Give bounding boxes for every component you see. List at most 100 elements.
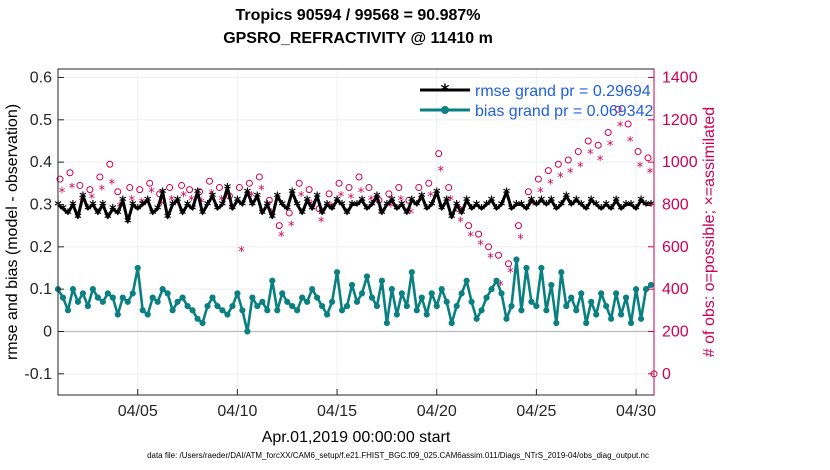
bias-point (204, 302, 211, 310)
rmse-point: * (498, 198, 506, 214)
bias-point (642, 286, 650, 293)
bias-point (383, 319, 390, 327)
bias-point (428, 290, 435, 297)
bias-point (328, 298, 336, 305)
y-right-tick-label: 800 (662, 196, 689, 213)
rmse-point: * (204, 198, 212, 214)
obs-assimilated-marker: * (278, 230, 285, 245)
obs-possible-marker (345, 184, 353, 192)
rmse-point: * (418, 190, 426, 206)
obs-assimilated-marker: * (59, 186, 66, 201)
bias-point (199, 319, 206, 327)
obs-possible-marker (514, 222, 522, 230)
rmse-point: * (139, 198, 147, 214)
obs-assimilated-marker: * (338, 190, 345, 205)
rmse-point: * (259, 207, 267, 223)
rmse-point: * (179, 207, 187, 223)
rmse-point: * (134, 203, 142, 219)
bias-point (99, 298, 106, 305)
obs-possible-marker (235, 184, 243, 192)
rmse-point: * (373, 190, 381, 206)
bias-point (473, 315, 480, 322)
obs-possible-marker (215, 184, 223, 192)
rmse-point: * (119, 194, 127, 210)
y-left-tick-label: 0.1 (30, 281, 52, 298)
rmse-point: * (647, 198, 655, 214)
obs-assimilated-marker: * (258, 184, 265, 199)
bias-point (119, 294, 126, 301)
bias-point (353, 298, 361, 305)
bias-point (418, 294, 425, 301)
rmse-point: * (269, 211, 277, 227)
bias-point (508, 302, 515, 310)
obs-assimilated-marker: * (228, 203, 235, 218)
bias-point (179, 294, 186, 301)
bias-point (423, 311, 430, 318)
bias-point (89, 286, 96, 293)
rmse-point: * (358, 194, 366, 210)
rmse-point: * (473, 198, 481, 214)
rmse-point: * (289, 186, 297, 202)
rmse-point: * (144, 194, 152, 210)
rmse-point: * (279, 198, 287, 214)
bias-point (398, 290, 405, 297)
bias-point (314, 294, 321, 301)
bias-point (254, 302, 261, 310)
obs-possible-marker (614, 105, 622, 113)
rmse-point: * (299, 207, 307, 223)
bias-point (568, 294, 575, 301)
obs-assimilated-marker: * (358, 186, 365, 201)
bias-point (309, 286, 316, 293)
bias-point (69, 286, 77, 293)
rmse-point: * (343, 207, 351, 223)
bias-point (618, 311, 625, 318)
x-tick-label: 04/20 (417, 403, 457, 420)
obs-assimilated-marker: * (467, 230, 474, 245)
obs-possible-marker (425, 179, 433, 187)
obs-possible-marker (644, 154, 652, 162)
rmse-point: * (622, 198, 630, 214)
rmse-point: * (313, 190, 321, 206)
bias-point (348, 281, 356, 289)
rmse-point: * (64, 207, 72, 223)
obs-assimilated-marker: * (457, 215, 464, 230)
obs-assimilated-marker: * (129, 194, 136, 209)
obs-possible-marker (524, 188, 532, 196)
rmse-point: * (607, 203, 615, 219)
plot-area: * ** ** ** * *** * * * ** **** ********* * *** * *** ***… (54, 68, 658, 396)
rmse-point: * (184, 198, 192, 214)
rmse-point: * (632, 203, 640, 219)
bias-point (408, 269, 415, 276)
y-right-tick-label: 600 (662, 239, 689, 256)
rmse-point: * (333, 194, 341, 210)
obs-possible-marker (106, 160, 114, 168)
rmse-point: * (433, 186, 441, 202)
bias-point (548, 281, 555, 289)
bias-point (264, 307, 271, 314)
obs-assimilated-marker: * (627, 135, 634, 150)
bias-point (573, 307, 580, 314)
rmse-point: * (69, 198, 77, 214)
bias-point (269, 277, 276, 284)
bias-point (593, 311, 600, 318)
rmse-point: * (79, 190, 87, 206)
bias-point (294, 307, 301, 314)
rmse-point: * (318, 207, 326, 223)
bias-point (239, 307, 246, 314)
obs-assimilated-marker: * (497, 279, 504, 294)
obs-assimilated-marker: * (437, 165, 444, 180)
bias-point (169, 307, 176, 314)
obs-assimilated-marker: * (447, 194, 454, 209)
obs-assimilated-marker: * (180, 190, 187, 205)
obs-assimilated-marker: * (587, 148, 594, 163)
obs-assimilated-marker: * (637, 160, 644, 175)
obs-possible-marker (594, 141, 602, 149)
bias-point (274, 307, 281, 314)
obs-possible-marker (395, 184, 403, 192)
obs-assimilated-marker: * (567, 167, 574, 182)
bias-point (538, 264, 545, 272)
rmse-series: ****************************************… (54, 182, 655, 232)
y-left-tick-label: 0.5 (30, 112, 52, 129)
rmse-point: * (169, 198, 177, 214)
y-left-tick-label: 0.2 (30, 239, 52, 256)
